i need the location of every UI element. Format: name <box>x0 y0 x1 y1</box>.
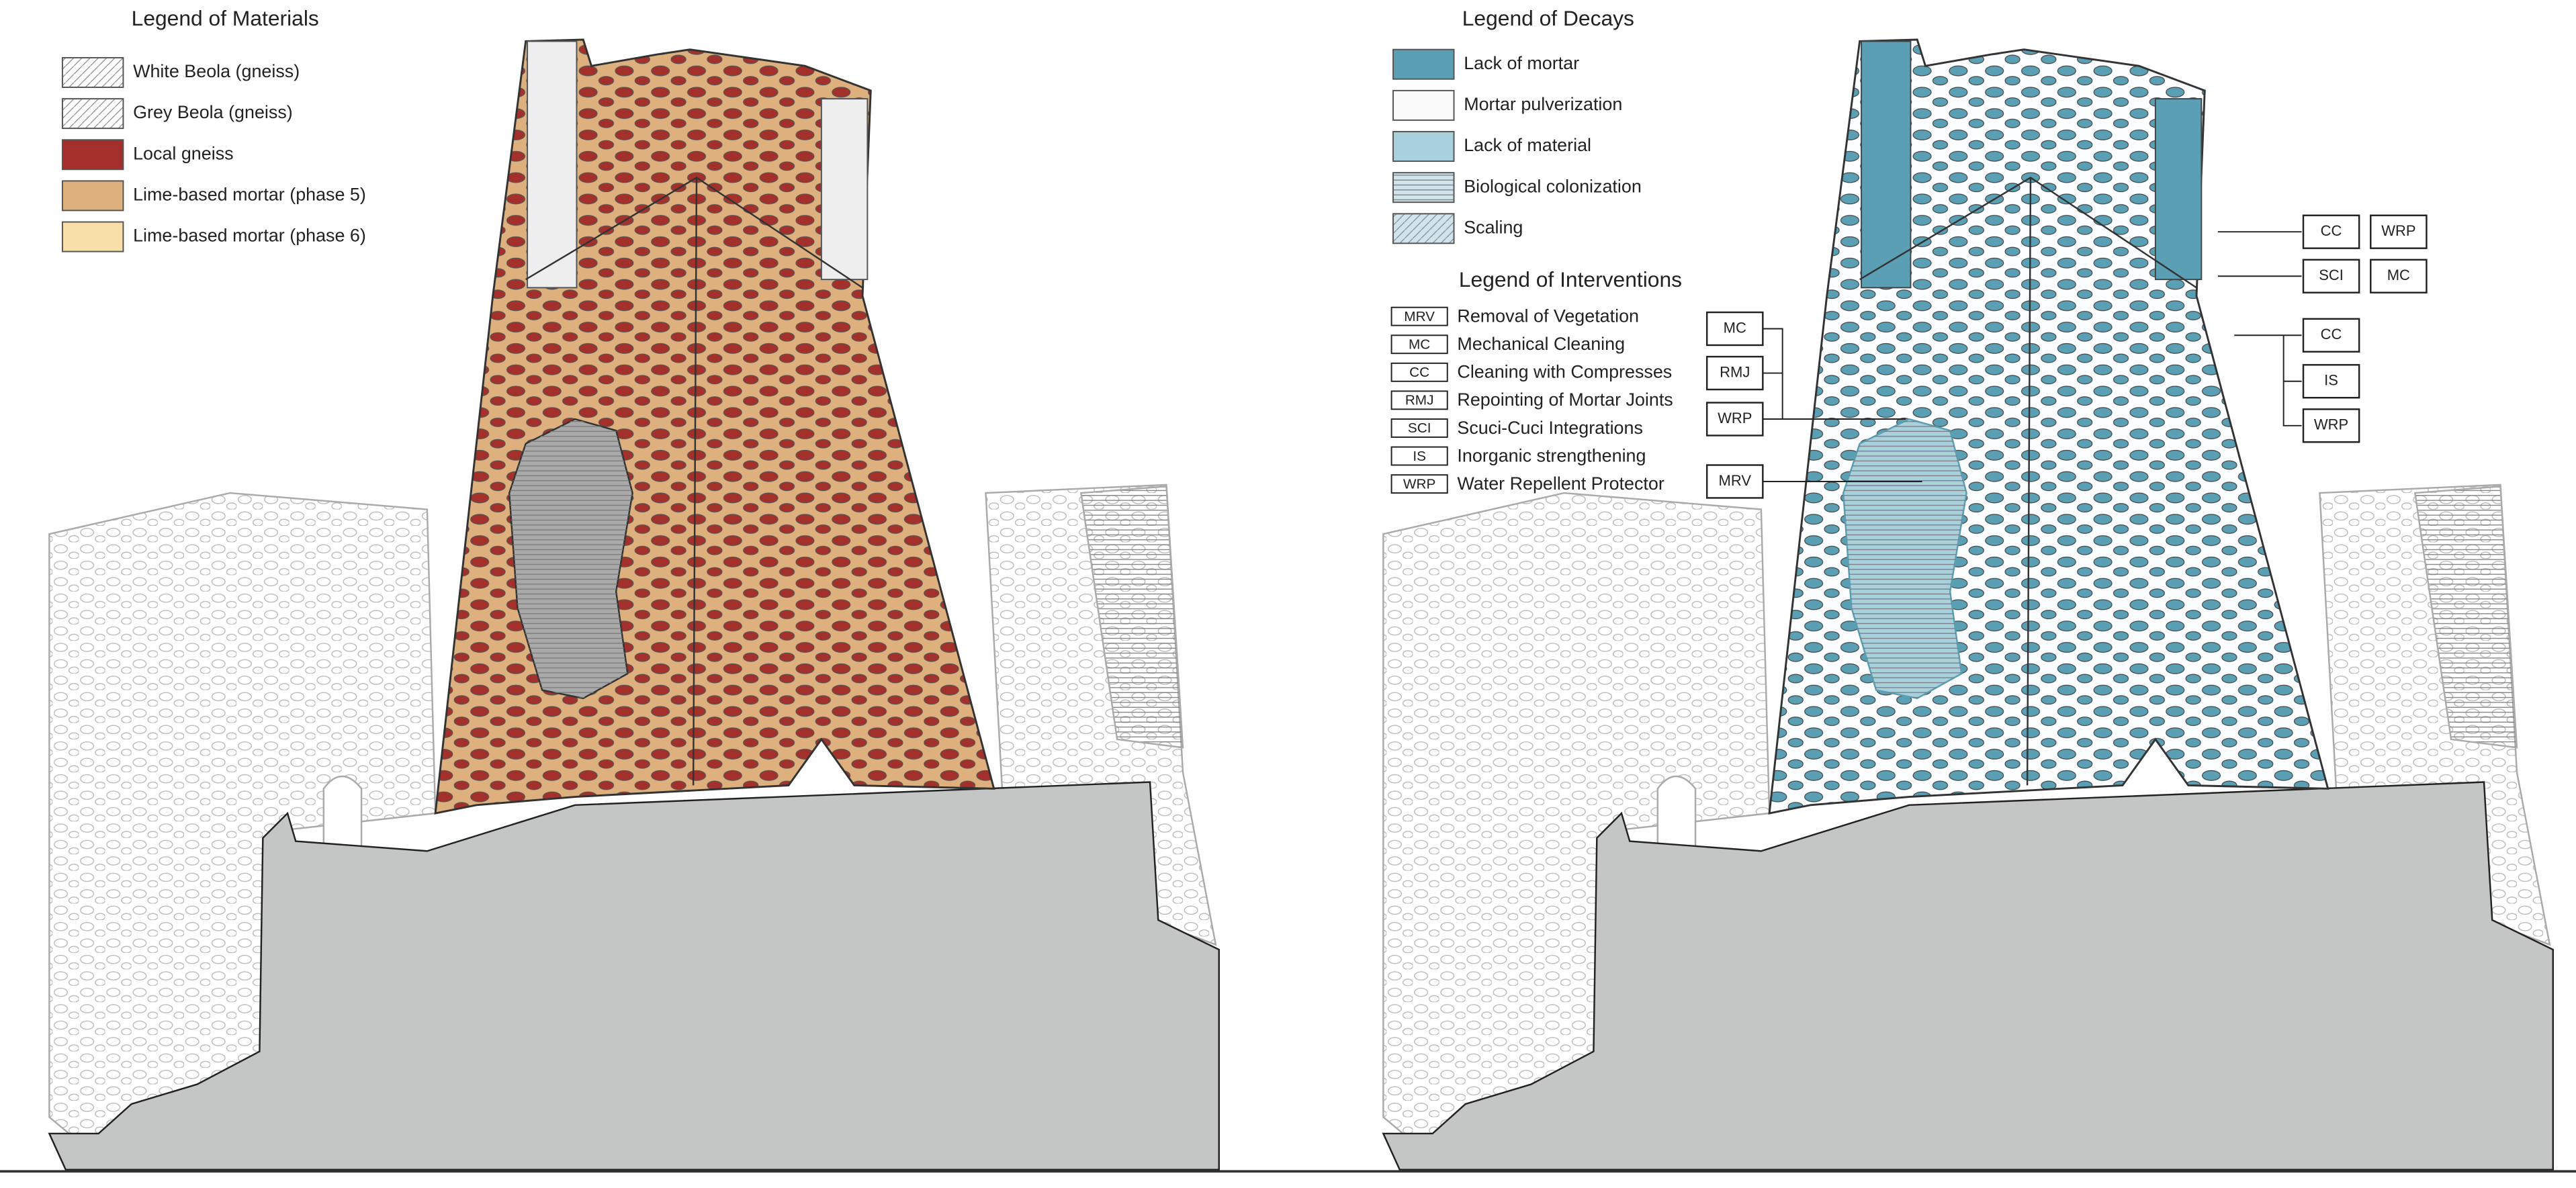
legend-title: Legend of Interventions <box>1459 267 1682 291</box>
legend-label: Lime-based mortar (phase 6) <box>133 226 366 246</box>
code-text: CC <box>1409 365 1429 380</box>
legend-swatch <box>1392 172 1455 203</box>
legend-label: Biological colonization <box>1464 176 1642 196</box>
legend-swatch <box>1392 48 1455 80</box>
legend-swatch <box>1392 213 1455 244</box>
code-text: MRV <box>1404 309 1435 324</box>
intervention-tag <box>1705 311 1764 347</box>
intervention-tag <box>2302 318 2360 353</box>
legend-label: White Beola (gneiss) <box>133 61 300 81</box>
legend-label: Grey Beola (gneiss) <box>133 102 293 122</box>
tag-text: MC <box>1724 319 1746 336</box>
legend-swatch <box>61 56 124 88</box>
tag-text: MRV <box>1719 472 1752 489</box>
intervention-tag <box>1705 355 1764 391</box>
legend-title: Legend of Materials <box>132 6 319 30</box>
tag-text: IS <box>2324 372 2338 389</box>
code-box <box>1390 390 1448 410</box>
legend-swatch <box>61 180 124 212</box>
legend-label: Local gneiss <box>133 143 234 163</box>
legend-title: Legend of Decays <box>1462 6 1634 30</box>
intervention-tag <box>2302 408 2360 443</box>
intervention-tag <box>2370 259 2428 293</box>
tag-text: WRP <box>2314 416 2348 433</box>
legend-label: Inorganic strengthening <box>1457 445 1646 465</box>
tag-text: CC <box>2321 326 2342 342</box>
intervention-tag <box>2302 259 2360 293</box>
legend-label: Scuci-Cuci Integrations <box>1457 418 1643 438</box>
code-text: MC <box>1409 336 1430 352</box>
legend-swatch <box>61 98 124 130</box>
code-box <box>1390 334 1448 355</box>
legend-label: Lack of material <box>1464 135 1591 155</box>
decays-drawing <box>1382 38 2554 1171</box>
code-box <box>1390 418 1448 438</box>
code-box <box>1390 474 1448 494</box>
legend-label: Lime-based mortar (phase 5) <box>133 185 366 205</box>
legend-label: Lack of mortar <box>1464 53 1579 73</box>
leader-lines <box>1763 231 2302 482</box>
code-text: IS <box>1413 449 1426 464</box>
code-text: WRP <box>1403 476 1435 492</box>
legend-label: Mechanical Cleaning <box>1457 334 1625 354</box>
legend-label: Repointing of Mortar Joints <box>1457 390 1673 410</box>
tag-text: WRP <box>1718 410 1752 426</box>
intervention-tag <box>1705 402 1764 437</box>
code-box <box>1390 362 1448 382</box>
legend-label: Removal of Vegetation <box>1457 306 1639 326</box>
tag-text: RMJ <box>1720 363 1750 380</box>
legend-swatch <box>1392 89 1455 121</box>
code-box <box>1390 446 1448 466</box>
intervention-tag <box>2302 364 2360 399</box>
materials-drawing <box>48 38 1220 1171</box>
legend-swatch <box>61 139 124 171</box>
tag-text: SCI <box>2319 267 2344 283</box>
tag-text: MC <box>2387 267 2410 283</box>
code-text: SCI <box>1408 420 1431 436</box>
legend-swatch <box>1392 131 1455 163</box>
legend-label: Mortar pulverization <box>1464 94 1622 114</box>
legend-label: Scaling <box>1464 217 1523 237</box>
code-box <box>1390 306 1448 326</box>
intervention-tag <box>2370 214 2428 249</box>
tag-text: WRP <box>2381 222 2415 239</box>
tag-text: CC <box>2321 222 2342 239</box>
legend-swatch <box>61 221 124 253</box>
legend-label: Water Repellent Protector <box>1457 473 1664 494</box>
legend-label: Cleaning with Compresses <box>1457 362 1672 382</box>
intervention-tag <box>2302 214 2360 249</box>
intervention-tag <box>1705 464 1764 499</box>
code-text: RMJ <box>1405 393 1434 408</box>
